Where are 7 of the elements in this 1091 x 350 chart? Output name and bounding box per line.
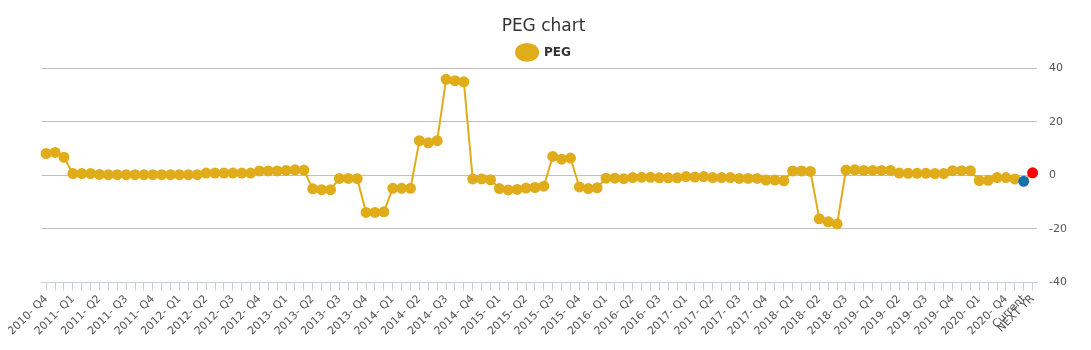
chart-title: PEG chart bbox=[501, 14, 586, 35]
y-tick-label: 0 bbox=[1049, 168, 1057, 182]
y-tick-label: 40 bbox=[1049, 61, 1064, 75]
legend-label: PEG bbox=[544, 44, 571, 59]
y-tick-label: -40 bbox=[1049, 275, 1067, 289]
y-tick-label: 20 bbox=[1049, 114, 1064, 128]
y-tick-label: -20 bbox=[1049, 221, 1067, 235]
